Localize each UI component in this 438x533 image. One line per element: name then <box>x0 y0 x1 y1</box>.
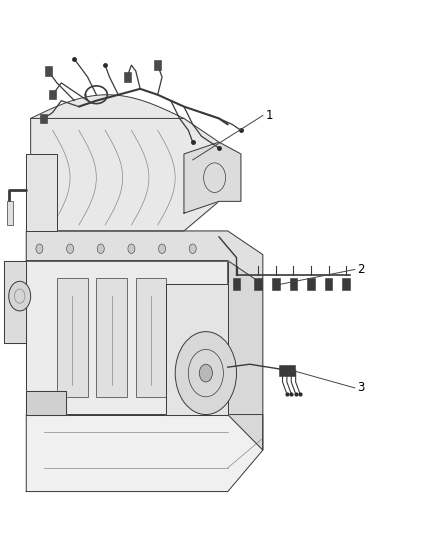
Circle shape <box>189 244 196 254</box>
Bar <box>325 278 332 290</box>
Text: 3: 3 <box>358 382 365 394</box>
Polygon shape <box>26 231 263 284</box>
Circle shape <box>67 244 74 254</box>
Bar <box>279 366 295 376</box>
Text: 2: 2 <box>357 263 365 276</box>
Bar <box>290 278 297 290</box>
Text: 1: 1 <box>265 109 273 122</box>
Bar <box>307 278 315 290</box>
Circle shape <box>175 332 237 415</box>
Bar <box>49 90 56 100</box>
Polygon shape <box>184 142 241 213</box>
Bar <box>124 72 131 82</box>
Polygon shape <box>26 391 66 415</box>
Polygon shape <box>26 415 263 491</box>
Circle shape <box>159 244 166 254</box>
Bar <box>57 278 88 397</box>
Bar <box>154 60 161 70</box>
Polygon shape <box>166 284 228 415</box>
Bar <box>96 278 127 397</box>
Bar <box>233 278 240 290</box>
Bar <box>254 278 262 290</box>
Bar <box>136 278 166 397</box>
Bar <box>7 201 13 225</box>
Polygon shape <box>4 261 26 343</box>
Bar <box>40 114 47 123</box>
Circle shape <box>128 244 135 254</box>
Circle shape <box>97 244 104 254</box>
Circle shape <box>36 244 43 254</box>
Polygon shape <box>26 154 57 231</box>
Polygon shape <box>26 261 228 415</box>
Circle shape <box>199 364 212 382</box>
Bar <box>272 278 280 290</box>
Polygon shape <box>31 118 219 231</box>
Circle shape <box>9 281 31 311</box>
Bar <box>45 66 52 76</box>
Bar <box>342 278 350 290</box>
Polygon shape <box>228 261 263 450</box>
